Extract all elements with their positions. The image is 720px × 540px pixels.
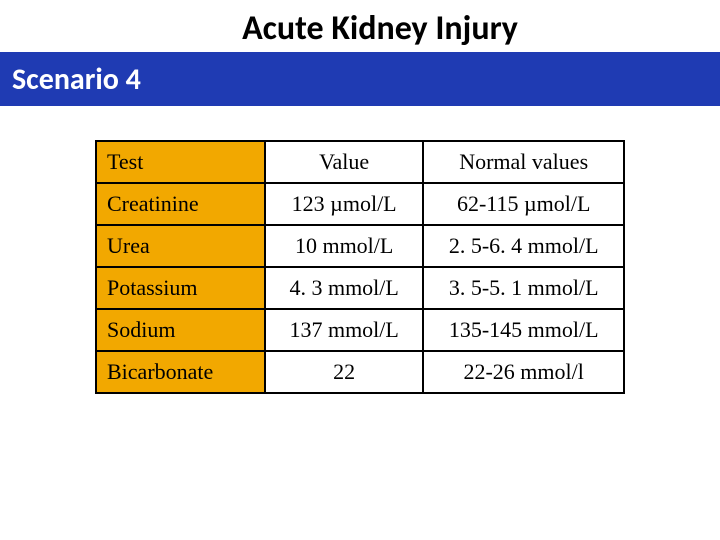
table-header-row: Test Value Normal values (96, 141, 624, 183)
cell-test: Creatinine (96, 183, 265, 225)
col-header-normal: Normal values (423, 141, 624, 183)
table-row: Sodium 137 mmol/L 135-145 mmol/L (96, 309, 624, 351)
table-row: Bicarbonate 22 22-26 mmol/l (96, 351, 624, 393)
table-row: Urea 10 mmol/L 2. 5-6. 4 mmol/L (96, 225, 624, 267)
table-row: Creatinine 123 µmol/L 62-115 µmol/L (96, 183, 624, 225)
table-row: Potassium 4. 3 mmol/L 3. 5-5. 1 mmol/L (96, 267, 624, 309)
col-header-value: Value (265, 141, 423, 183)
cell-normal: 62-115 µmol/L (423, 183, 624, 225)
cell-normal: 135-145 mmol/L (423, 309, 624, 351)
cell-value: 123 µmol/L (265, 183, 423, 225)
cell-normal: 22-26 mmol/l (423, 351, 624, 393)
cell-value: 22 (265, 351, 423, 393)
cell-test: Bicarbonate (96, 351, 265, 393)
cell-value: 10 mmol/L (265, 225, 423, 267)
cell-normal: 2. 5-6. 4 mmol/L (423, 225, 624, 267)
scenario-label: Scenario 4 (12, 61, 141, 98)
cell-test: Sodium (96, 309, 265, 351)
table-container: Test Value Normal values Creatinine 123 … (0, 110, 720, 394)
cell-value: 137 mmol/L (265, 309, 423, 351)
cell-value: 4. 3 mmol/L (265, 267, 423, 309)
page-title: Acute Kidney Injury (0, 8, 720, 49)
title-bar: Scenario 4 (0, 52, 720, 106)
cell-normal: 3. 5-5. 1 mmol/L (423, 267, 624, 309)
cell-test: Potassium (96, 267, 265, 309)
slide-header: Acute Kidney Injury Scenario 4 (0, 0, 720, 110)
cell-test: Urea (96, 225, 265, 267)
lab-results-table: Test Value Normal values Creatinine 123 … (95, 140, 625, 394)
col-header-test: Test (96, 141, 265, 183)
